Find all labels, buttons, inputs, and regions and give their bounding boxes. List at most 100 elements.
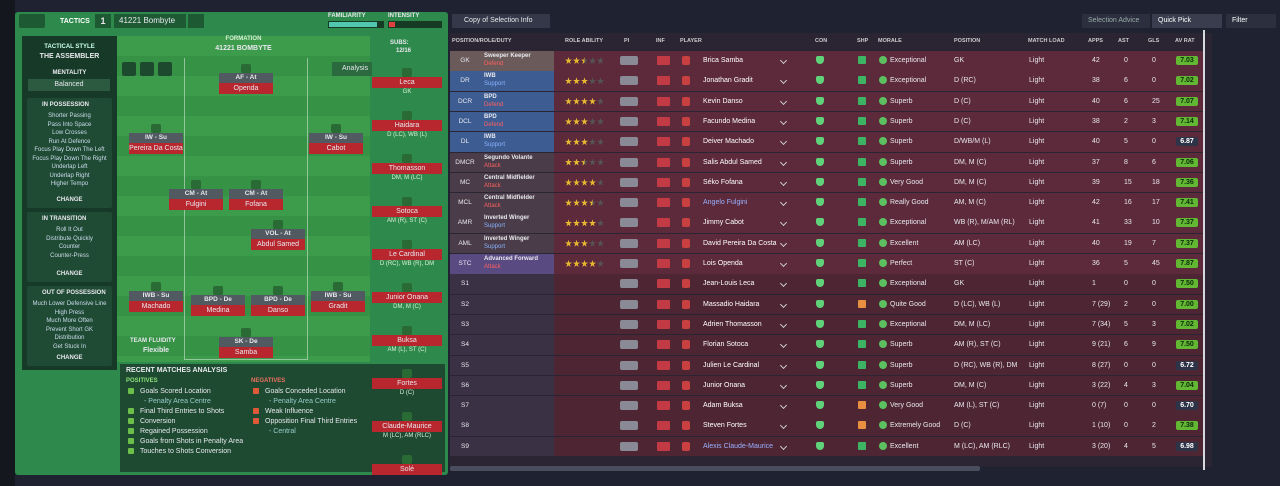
player-name[interactable]: Jonathan Gradit <box>703 77 753 85</box>
change-button[interactable]: CHANGE <box>56 197 83 203</box>
average-rating: 6.70 <box>1176 401 1198 411</box>
player-name[interactable]: Steven Fortes <box>703 422 747 430</box>
player-name[interactable]: Séko Fofana <box>703 178 743 186</box>
column-header[interactable]: MATCH LOAD <box>1028 38 1065 44</box>
table-row[interactable] <box>450 91 1203 112</box>
table-row[interactable] <box>450 233 1203 254</box>
player-name[interactable]: Samba <box>219 347 273 358</box>
column-header[interactable]: PLAYER <box>680 38 702 44</box>
role-duty: Support <box>484 142 506 149</box>
slot[interactable]: 1 <box>95 14 111 28</box>
table-row[interactable] <box>450 375 1203 396</box>
collapse-button[interactable] <box>19 14 45 28</box>
player-name[interactable]: Jimmy Cabot <box>703 219 744 227</box>
sub-name[interactable]: Junior Onana <box>372 292 442 303</box>
toolbar-button[interactable]: Quick Pick <box>1152 14 1222 28</box>
add-button[interactable] <box>188 14 204 28</box>
sub-name[interactable]: Haidara <box>372 120 442 131</box>
table-row[interactable] <box>450 172 1203 193</box>
table-row[interactable] <box>450 396 1203 416</box>
sub-name[interactable]: Le Cardinal <box>372 249 442 260</box>
player-name[interactable]: Kevin Danso <box>703 97 743 105</box>
column-header[interactable]: ROLE ABILITY <box>565 38 603 44</box>
player-name[interactable]: Fofana <box>229 199 283 210</box>
player-name[interactable]: Jean-Louis Leca <box>703 280 755 288</box>
table-row[interactable] <box>450 132 1203 152</box>
player-name[interactable]: Lois Openda <box>703 260 743 267</box>
table-row[interactable] <box>450 314 1203 335</box>
player-name[interactable]: Angelo Fulgini <box>703 199 748 207</box>
player-name[interactable]: Machado <box>129 301 183 312</box>
sub-name[interactable]: Claude-Maurice <box>372 421 442 432</box>
change-button[interactable]: CHANGE <box>56 355 83 361</box>
instruction: Distribution <box>54 335 85 341</box>
table-row[interactable] <box>450 254 1203 274</box>
scrollbar[interactable] <box>450 466 980 471</box>
player-name[interactable]: Abdul Samed <box>251 239 305 250</box>
table-row[interactable] <box>450 355 1203 375</box>
table-row[interactable] <box>450 152 1203 172</box>
column-header[interactable]: MORALE <box>878 38 902 44</box>
table-row[interactable] <box>450 71 1203 91</box>
toolbar-button[interactable]: Selection Advice <box>1082 14 1150 28</box>
table-row[interactable] <box>450 111 1203 132</box>
player-name[interactable]: Medina <box>191 305 245 316</box>
player-name[interactable]: Florian Sotoca <box>703 341 749 349</box>
morale-icon <box>879 56 887 64</box>
column-header[interactable]: GLS <box>1148 38 1160 44</box>
view-icon[interactable] <box>140 62 154 76</box>
star <box>573 239 580 247</box>
sub-name[interactable]: Leca <box>372 77 442 88</box>
view-dropdown[interactable]: Copy of Selection Info <box>452 14 550 28</box>
player-icon <box>682 279 690 289</box>
column-header[interactable]: SHP <box>857 38 869 44</box>
analysis-button[interactable]: Analysis <box>332 62 372 76</box>
player-name[interactable]: Massadio Haidara <box>703 300 760 308</box>
column-header[interactable]: INF <box>656 38 665 44</box>
mentality-dropdown[interactable]: Balanced <box>28 79 110 91</box>
table-row[interactable] <box>450 335 1203 355</box>
player-name[interactable]: Deiver Machado <box>703 138 754 146</box>
column-header[interactable]: AV RAT <box>1175 38 1195 44</box>
table-row[interactable] <box>450 213 1203 233</box>
table-row[interactable] <box>450 51 1203 71</box>
player-name[interactable]: Cabot <box>309 143 363 154</box>
column-header[interactable]: POSITION <box>954 38 981 44</box>
sub-name[interactable]: Sotoca <box>372 206 442 217</box>
tactic-dropdown[interactable]: 41221 Bombyte <box>114 14 186 28</box>
table-row[interactable] <box>450 416 1203 436</box>
player-name[interactable]: Junior Onana <box>703 381 746 389</box>
view-icon[interactable] <box>158 62 172 76</box>
sub-name[interactable]: Buksa <box>372 335 442 346</box>
player-name[interactable]: Pereira Da Costa <box>129 143 183 154</box>
table-row[interactable] <box>450 193 1203 213</box>
column-header[interactable]: CON <box>815 38 828 44</box>
view-icon[interactable] <box>122 62 136 76</box>
column-header[interactable]: PI <box>624 38 630 44</box>
inf-icon <box>657 56 670 65</box>
table-row[interactable] <box>450 294 1203 315</box>
player-name[interactable]: Facundo Medina <box>703 117 756 125</box>
player-name[interactable]: Gradit <box>311 301 365 312</box>
player-name[interactable]: Julien Le Cardinal <box>703 361 760 369</box>
sub-name[interactable]: Thomasson <box>372 163 442 174</box>
sub-name[interactable]: Fortes <box>372 378 442 389</box>
player-name[interactable]: Adrien Thomasson <box>703 320 762 328</box>
player-name[interactable]: David Pereira Da Costa <box>703 239 777 247</box>
table-row[interactable] <box>450 274 1203 294</box>
column-header[interactable]: APPS <box>1088 38 1103 44</box>
player-name[interactable]: Danso <box>251 305 305 316</box>
column-header[interactable]: AST <box>1118 38 1129 44</box>
change-button[interactable]: CHANGE <box>56 271 83 277</box>
sub-name[interactable]: Solé <box>372 464 442 475</box>
player-name[interactable]: Salis Abdul Samed <box>703 158 762 166</box>
player-name[interactable]: Openda <box>219 83 273 94</box>
column-header[interactable]: POSITION/ROLE/DUTY <box>452 38 512 44</box>
player-name[interactable]: Adam Buksa <box>703 402 743 410</box>
star <box>597 158 604 166</box>
toolbar-button[interactable]: Filter <box>1226 14 1276 28</box>
table-row[interactable] <box>450 436 1203 457</box>
player-name[interactable]: Fulgini <box>169 199 223 210</box>
player-name[interactable]: Alexis Claude-Maurice <box>703 442 774 450</box>
player-name[interactable]: Brica Samba <box>703 57 744 64</box>
